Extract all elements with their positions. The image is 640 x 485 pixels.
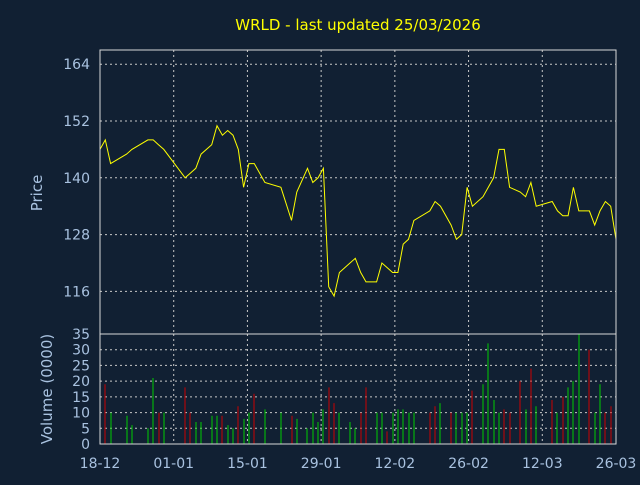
volume-tick-label: 0 [81, 437, 90, 453]
date-tick-label: 12-03 [522, 456, 563, 472]
date-tick-label: 29-01 [301, 456, 342, 472]
date-tick-label: 12-02 [375, 456, 416, 472]
date-tick-label: 18-12 [80, 456, 121, 472]
date-tick-labels: 18-12 01-01 15-01 29-01 12-02 26-02 12-03 26-03 [80, 456, 637, 472]
date-tick-label: 01-01 [153, 456, 194, 472]
volume-bars [99, 334, 617, 444]
price-tick-label: 128 [63, 228, 90, 244]
price-axis-label: Price [28, 175, 46, 212]
price-line-group [99, 124, 617, 298]
volume-tick-label: 5 [81, 421, 90, 437]
price-tick-labels: 116 128 140 152 164 [63, 57, 90, 300]
volume-tick-label: 35 [72, 327, 90, 343]
volume-axis-label: Volume (0000) [38, 334, 56, 444]
volume-tick-label: 25 [72, 358, 90, 374]
price-tick-label: 140 [63, 171, 90, 187]
date-tick-label: 15-01 [227, 456, 268, 472]
price-tick-label: 152 [63, 114, 90, 130]
date-tick-label: 26-02 [448, 456, 489, 472]
date-tick-label: 26-03 [596, 456, 637, 472]
price-tick-label: 116 [63, 284, 90, 300]
volume-panel-frame [99, 333, 617, 445]
volume-tick-label: 20 [72, 374, 90, 390]
price-tick-label: 164 [63, 57, 90, 73]
price-line [99, 124, 617, 298]
volume-tick-label: 30 [72, 343, 90, 359]
chart-title: WRLD - last updated 25/03/2026 [235, 16, 481, 34]
volume-tick-label: 10 [72, 406, 90, 422]
volume-tick-label: 15 [72, 390, 90, 406]
